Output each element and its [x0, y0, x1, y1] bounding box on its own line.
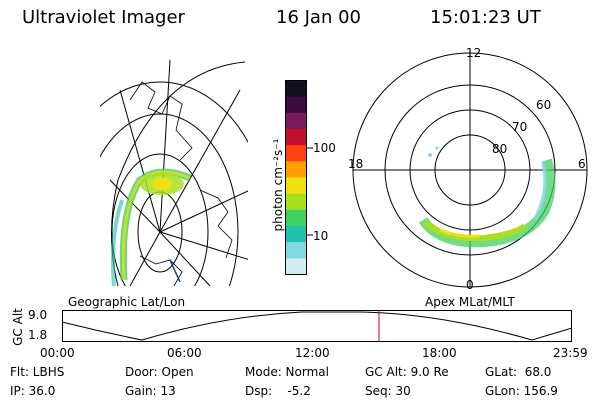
colorbar-unit-label: photon cm⁻²s⁻¹ [271, 138, 285, 232]
coastline [129, 81, 193, 161]
colorbar-tick-10: 10 [313, 229, 329, 243]
date-label: 16 Jan 00 [276, 7, 361, 28]
coastline [199, 189, 233, 259]
colorbar-segment [285, 129, 307, 146]
meridian [159, 231, 211, 286]
alt-tick-high: 9.0 [28, 308, 48, 322]
aurora-oval-polar [418, 158, 556, 248]
alt-tick-low: 1.8 [28, 328, 48, 342]
blue-track [169, 259, 181, 283]
colorbar-segment [285, 96, 307, 114]
lat-label-60: 60 [536, 98, 552, 112]
lat-label-80: 80 [492, 142, 508, 156]
meridian [159, 190, 248, 233]
status-dsp: Dsp: -5.2 [245, 384, 311, 398]
colorbar-segment [285, 226, 307, 243]
meridian [119, 89, 161, 233]
instrument-title: Ultraviolet Imager [22, 7, 185, 28]
status-mode: Mode: Normal [245, 365, 329, 379]
colorbar-segment [285, 80, 307, 98]
lat-circle [100, 81, 248, 144]
meridian [159, 231, 248, 260]
colorbar-segment [285, 258, 307, 275]
status-glat: GLat: 68.0 [485, 365, 552, 379]
altitude-curve [61, 311, 573, 341]
x-tick-1200: 12:00 [295, 346, 330, 360]
lat-circle [111, 153, 209, 286]
x-tick-2359: 23:59 [553, 346, 588, 360]
colorbar-segment [285, 112, 307, 130]
altitude-plot [61, 310, 573, 342]
color-bar [285, 80, 313, 275]
geographic-map [100, 60, 248, 286]
meridian [109, 179, 161, 233]
time-label: 15:01:23 UT [430, 7, 541, 28]
lat-circle [100, 113, 239, 286]
status-flt: Flt: LBHS [10, 365, 65, 379]
polar-plot-label: Apex MLat/MLT [425, 295, 515, 309]
geo-map-label: Geographic Lat/Lon [68, 295, 186, 309]
status-gc-alt: GC Alt: 9.0 Re [365, 365, 449, 379]
colorbar-segment [285, 193, 307, 211]
status-ip: IP: 36.0 [10, 384, 56, 398]
colorbar-segment [285, 161, 307, 178]
colorbar-segment [285, 242, 307, 259]
colorbar-tick-100: 100 [313, 141, 336, 155]
x-tick-0600: 06:00 [167, 346, 202, 360]
mlt-label-0: 0 [466, 278, 474, 292]
colorbar-segment [285, 177, 307, 195]
lat-label-70: 70 [512, 120, 528, 134]
status-seq: Seq: 30 [365, 384, 411, 398]
colorbar-segment [285, 145, 307, 162]
meridian [159, 89, 241, 233]
status-gain: Gain: 13 [125, 384, 176, 398]
altitude-axis-label: GC Alt [11, 308, 25, 346]
mlt-label-18: 18 [348, 157, 364, 171]
polar-plot [352, 52, 588, 288]
meridian [129, 231, 161, 286]
x-tick-1800: 18:00 [422, 346, 457, 360]
colorbar-segment [285, 209, 307, 227]
x-tick-0000: 00:00 [40, 346, 75, 360]
mlt-label-6: 6 [578, 157, 586, 171]
meridian [159, 60, 171, 233]
status-door: Door: Open [125, 365, 194, 379]
status-glon: GLon: 156.9 [485, 384, 558, 398]
mlt-label-12: 12 [466, 46, 482, 60]
